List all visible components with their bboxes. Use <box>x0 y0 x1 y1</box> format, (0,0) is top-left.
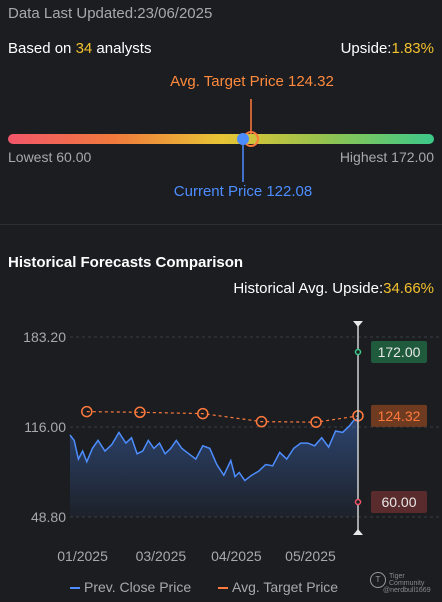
legend-prev-close[interactable]: Prev. Close Price <box>70 579 191 595</box>
range-markers <box>237 99 259 182</box>
target-range-bar <box>8 134 434 144</box>
range-bottom-arrow <box>353 529 363 535</box>
current-price-label: Current Price 122.08 <box>173 183 313 200</box>
y-tick-label: 116.00 <box>24 419 66 435</box>
value-tag-label: 172.00 <box>378 344 421 360</box>
legend-avg-target[interactable]: Avg. Target Price <box>218 579 338 595</box>
value-tag-label: 60.00 <box>381 494 416 510</box>
historical-forecast-chart: 183.20 116.00 48.80 01/2025 03/2025 04/2025 05… <box>23 321 440 564</box>
lowest-target-label: Lowest 60.00 <box>8 149 92 165</box>
current-price-marker <box>237 133 249 145</box>
value-tag-box <box>371 404 427 427</box>
upside-text: Upside:1.83% <box>340 40 434 57</box>
avg-target-point <box>81 405 93 418</box>
avg-target-point <box>310 416 322 428</box>
x-tick-label: 05/2025 <box>285 548 336 564</box>
avg-target-point <box>255 415 268 428</box>
analyst-count: 34 <box>75 40 93 57</box>
analyst-count-text: Based on 34 analysts <box>8 40 152 57</box>
y-tick-label: 183.20 <box>23 329 66 345</box>
x-tick-label: 03/2025 <box>136 548 187 564</box>
highest-target-label: Highest 172.00 <box>339 149 434 165</box>
prev-close-area <box>70 418 358 517</box>
avg-target-price-label: Avg. Target Price 124.32 <box>170 73 334 90</box>
y-tick-label: 48.80 <box>31 509 66 525</box>
range-top-arrow <box>353 321 363 327</box>
prev-close-line <box>69 418 359 482</box>
x-tick-label: 04/2025 <box>211 548 262 564</box>
avg-target-point <box>197 407 209 420</box>
historical-title: Historical Forecasts Comparison <box>8 254 244 271</box>
avg-target-line <box>86 411 359 423</box>
value-tag-box <box>371 341 427 363</box>
upside-value: 1.83% <box>391 40 434 57</box>
watermark-user: @nerdbull1669 <box>383 587 431 594</box>
historical-upside-text: Historical Avg. Upside:34.66% <box>233 280 434 297</box>
data-updated-text: Data Last Updated:23/06/2025 <box>8 5 213 22</box>
avg-target-point <box>134 406 146 419</box>
range-dot <box>354 498 362 506</box>
historical-upside-value: 34.66% <box>383 280 434 297</box>
value-tag-box <box>371 491 427 513</box>
range-dot <box>354 348 362 356</box>
value-tag-label: 124.32 <box>378 408 421 424</box>
tiger-logo-icon: T <box>370 572 386 588</box>
x-tick-label: 01/2025 <box>57 548 108 564</box>
section-divider <box>0 224 442 225</box>
watermark-brand: Tiger Community <box>389 573 425 587</box>
